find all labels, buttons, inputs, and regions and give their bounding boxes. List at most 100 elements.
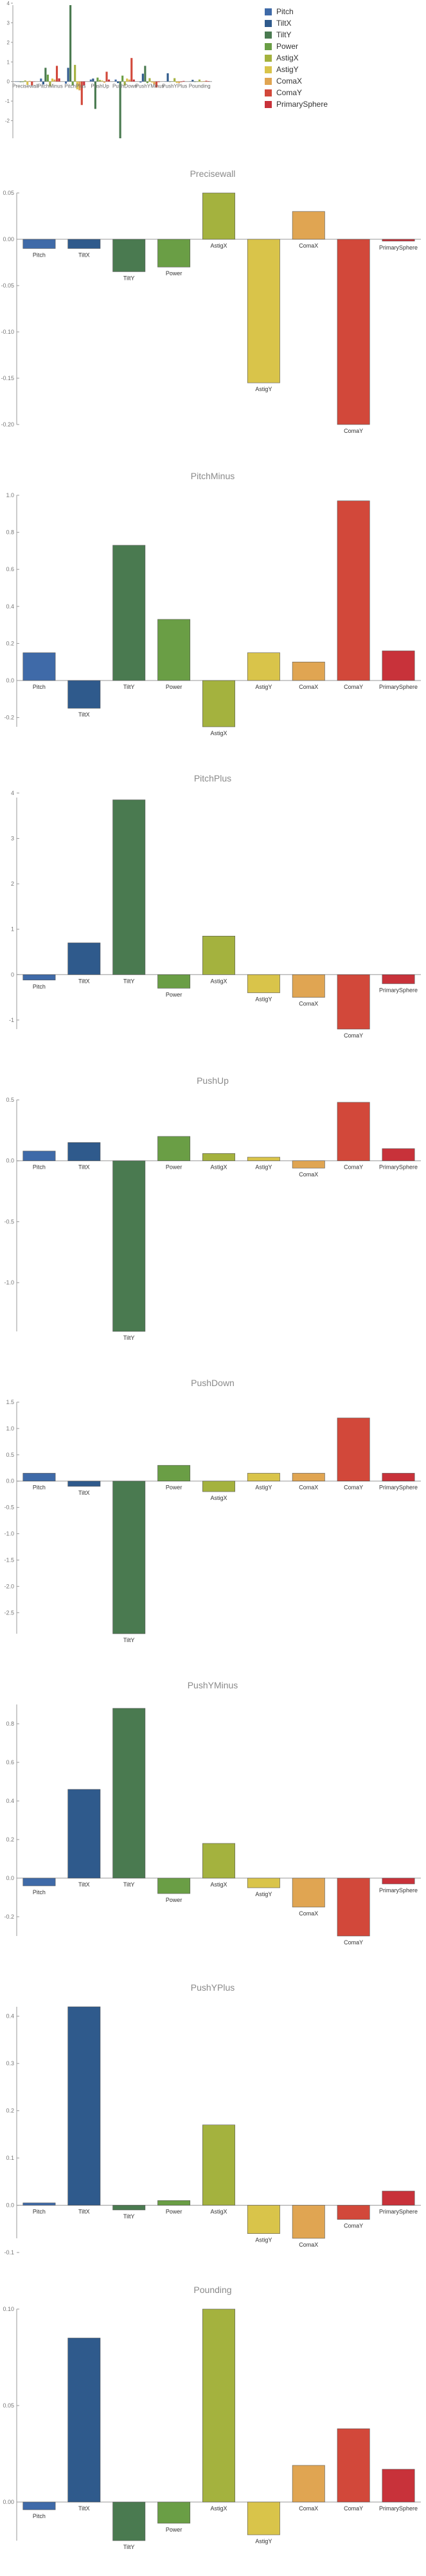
bar-label-astigx: AstigX: [210, 2505, 227, 2512]
bar-label-power: Power: [166, 1484, 182, 1491]
chart-title: PushYPlus: [191, 1982, 235, 1993]
bar-astigx: [202, 193, 235, 239]
overview-bar-tilty-pushdown: [120, 82, 121, 138]
bar-label-tiltx: TiltX: [78, 1881, 90, 1888]
bar-label-comax: ComaX: [299, 1910, 318, 1917]
legend-label-tiltx: TiltX: [276, 19, 292, 28]
bar-power: [157, 1465, 190, 1481]
bar-label-primarysphere: PrimarySphere: [379, 1484, 418, 1491]
overview-bar-pitch-pitchminus: [40, 78, 42, 82]
bar-label-primarysphere: PrimarySphere: [379, 2209, 418, 2215]
bar-label-astigx: AstigX: [210, 1164, 227, 1171]
overview-bar-primarysphere-pushyplus: [182, 81, 184, 82]
overview-bar-comay-pitchminus: [56, 66, 58, 81]
bar-astigx: [202, 681, 235, 727]
y-tick-label: 0.6: [6, 566, 14, 572]
bar-astigx: [202, 1153, 235, 1160]
overview-y-tick-label: 4: [7, 1, 10, 6]
bar-tiltx: [68, 2007, 100, 2206]
overview-bar-astigx-pushyplus: [173, 78, 175, 82]
bar-label-astigy: AstigY: [255, 1891, 272, 1897]
bar-label-primarysphere: PrimarySphere: [379, 1887, 418, 1894]
overview-bar-tiltx-pushyminus: [142, 74, 144, 82]
bar-label-power: Power: [166, 1164, 182, 1171]
y-tick-label: -0.2: [4, 715, 14, 721]
bar-power: [157, 239, 190, 267]
bar-label-pitch: Pitch: [33, 1889, 46, 1895]
legend-swatch-tiltx: [265, 20, 272, 27]
bar-primarysphere: [382, 2469, 414, 2502]
bar-comax: [292, 1878, 324, 1907]
overview-category-label: PushYMinus: [136, 84, 164, 89]
bar-power: [157, 619, 190, 681]
bar-power: [157, 2200, 190, 2205]
chart-title: PitchMinus: [191, 471, 235, 481]
bar-label-power: Power: [166, 991, 182, 998]
overview-bar-comax-pushup: [103, 82, 105, 83]
overview-y-tick-label: 3: [7, 20, 10, 26]
bar-tiltx: [68, 1789, 100, 1878]
legend-label-astigy: AstigY: [276, 65, 299, 74]
bar-label-astigy: AstigY: [255, 1164, 272, 1171]
bar-label-comay: ComaY: [344, 684, 363, 690]
bar-label-primarysphere: PrimarySphere: [379, 2505, 418, 2512]
overview-y-tick-label: 0: [7, 79, 10, 85]
bar-label-tiltx: TiltX: [78, 1164, 90, 1171]
y-tick-label: 0.00: [3, 236, 14, 242]
y-tick-label: -2.5: [4, 1609, 14, 1616]
chart-title: Precisewall: [190, 169, 236, 179]
bar-label-tilty: TiltY: [123, 1881, 135, 1888]
y-tick-label: 0.0: [6, 1158, 14, 1164]
bar-comax: [292, 2465, 324, 2502]
legend-swatch-pitch: [265, 8, 272, 15]
bar-label-astigx: AstigX: [210, 978, 227, 984]
chart-svg-precisewall: Precisewall0.050.00-0.05-0.10-0.15-0.20P…: [0, 154, 426, 457]
chart-title: PushUp: [197, 1075, 229, 1086]
legend-swatch-astigy: [265, 66, 272, 73]
overview-category-label: PushYPlus: [162, 84, 187, 89]
bar-label-tiltx: TiltX: [78, 2209, 90, 2215]
bar-astigy: [247, 2502, 280, 2535]
bar-astigy: [247, 974, 280, 992]
chart-svg-pitchminus: PitchMinus1.00.80.60.40.20.0-0.2PitchTil…: [0, 457, 426, 759]
y-tick-label: 2: [11, 881, 14, 887]
y-tick-label: -0.15: [1, 375, 14, 381]
y-tick-label: 0: [11, 971, 14, 978]
bar-tilty: [113, 239, 145, 271]
bar-label-comax: ComaX: [299, 1001, 318, 1007]
bar-astigx: [202, 936, 235, 974]
bar-astigy: [247, 653, 280, 681]
chart-title: PitchPlus: [194, 773, 231, 783]
bar-label-primarysphere: PrimarySphere: [379, 244, 418, 251]
bar-primarysphere: [382, 651, 414, 681]
bar-tilty: [113, 1481, 145, 1634]
overview-bar-astigx-pounding: [199, 80, 200, 82]
bar-label-power: Power: [166, 2209, 182, 2215]
y-tick-label: -2.0: [4, 1583, 14, 1589]
bar-label-tilty: TiltY: [123, 2544, 135, 2550]
bar-label-comay: ComaY: [344, 2223, 363, 2229]
y-tick-label: -0.10: [1, 329, 14, 335]
y-tick-label: -1: [9, 1017, 14, 1023]
overview-bar-astigy-pitchminus: [51, 78, 53, 82]
bar-label-tilty: TiltY: [123, 275, 135, 281]
bar-label-astigy: AstigY: [255, 1484, 272, 1491]
legend-swatch-tilty: [265, 32, 272, 39]
bar-label-comax: ComaX: [299, 1484, 318, 1491]
y-tick-label: -1.5: [4, 1557, 14, 1563]
y-tick-label: -1.0: [4, 1531, 14, 1537]
y-tick-label: 0.0: [6, 677, 14, 684]
bar-tilty: [113, 1708, 145, 1878]
bar-comax: [292, 212, 324, 239]
bar-label-primarysphere: PrimarySphere: [379, 684, 418, 690]
overview-bar-tiltx-pushyplus: [167, 73, 169, 82]
bar-pitch: [23, 2203, 55, 2206]
overview-bar-primarysphere-pounding: [208, 81, 209, 82]
